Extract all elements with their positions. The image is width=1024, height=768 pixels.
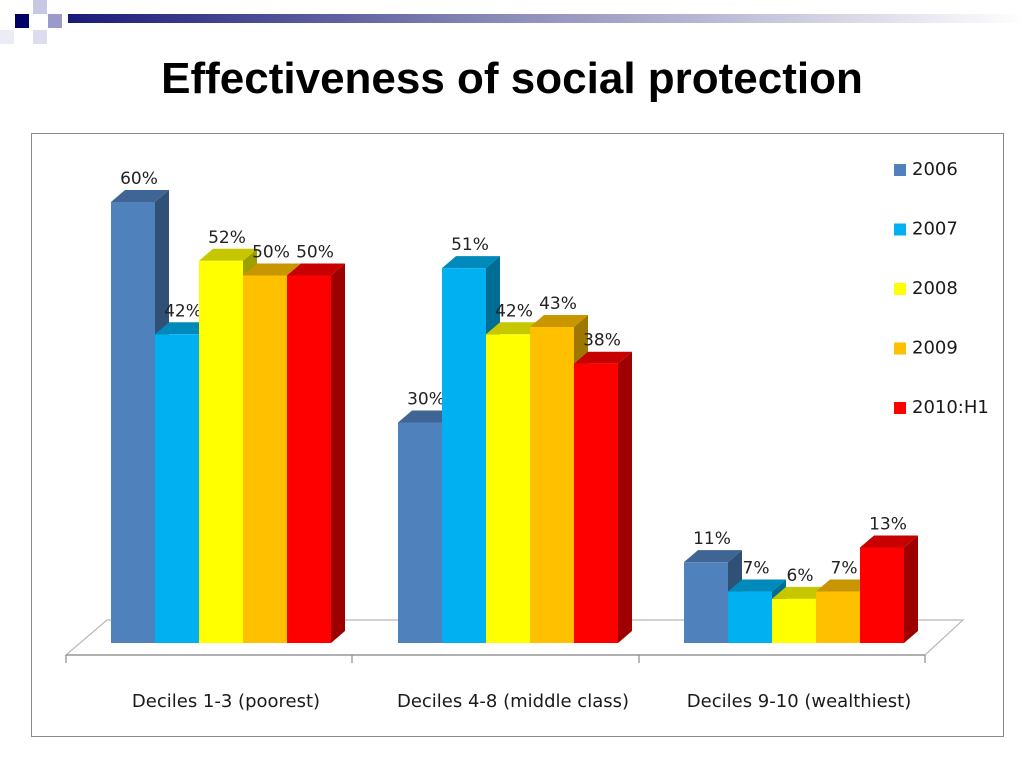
bar-0-2006: [111, 202, 155, 643]
legend-swatch-2009: [894, 342, 906, 355]
legend-label-2008: 2008: [912, 278, 958, 299]
bar-0-2010-h1: [287, 275, 331, 643]
banner-square-dark: [15, 14, 29, 28]
bar-top-2-2009: [816, 579, 874, 592]
data-label-0-2007: 42%: [164, 301, 202, 321]
data-label-1-2010-h1: 38%: [583, 331, 621, 351]
data-label-1-2006: 30%: [407, 390, 445, 410]
legend-label-2010-h1: 2010:H1: [912, 397, 989, 418]
bar-chart: 60% 42% 52% 50% 50% Deciles 1-3 (poorest) 30% 5…: [64, 159, 989, 712]
legend-swatch-2010-h1: [894, 402, 906, 414]
category-label-1: Deciles 4-8 (middle class): [397, 691, 629, 712]
data-label-0-2010-h1: 50%: [296, 243, 334, 263]
bar-top-0-2006: [111, 190, 169, 202]
data-label-2-2009: 7%: [831, 559, 858, 579]
bar-top-2-2010-h1: [860, 535, 918, 548]
category-label-0: Deciles 1-3 (poorest): [132, 691, 320, 712]
bar-side-0-2010-h1: [331, 263, 345, 643]
bar-top-1-2007: [442, 256, 500, 269]
legend-label-2006: 2006: [912, 159, 958, 180]
header-banner: [0, 0, 1024, 44]
legend-swatch-2008: [894, 283, 906, 295]
banner-gradient-strip: [68, 14, 1024, 23]
banner-square-mid: [48, 14, 62, 28]
bar-1-2009: [530, 326, 574, 643]
bar-top-1-2008: [486, 322, 544, 335]
data-label-0-2006: 60%: [120, 169, 158, 189]
data-label-2-2010-h1: 13%: [869, 514, 907, 534]
bar-1-2007: [442, 268, 486, 643]
bar-top-2-2008: [772, 586, 830, 599]
legend-label-2007: 2007: [912, 219, 958, 240]
bar-side-1-2010-h1: [618, 351, 632, 643]
bar-2-2006: [684, 562, 728, 643]
slide-title: Effectiveness of social protection: [161, 54, 863, 103]
bar-top-1-2006: [398, 410, 456, 423]
bar-top-2-2006: [684, 550, 742, 563]
bar-2-2008: [772, 598, 816, 643]
data-label-0-2009: 50%: [252, 243, 290, 263]
data-label-1-2008: 42%: [495, 301, 533, 321]
bar-top-0-2009: [243, 263, 301, 276]
bar-2-2010-h1: [860, 547, 904, 643]
banner-square-light: [33, 0, 47, 14]
data-label-2-2008: 6%: [787, 566, 814, 586]
bar-top-0-2007: [155, 322, 213, 335]
bar-0-2007: [155, 334, 199, 643]
data-label-1-2009: 43%: [539, 294, 577, 314]
data-label-2-2006: 11%: [693, 529, 731, 549]
legend-swatch-2007: [894, 223, 906, 236]
bar-top-1-2009: [530, 314, 588, 327]
bar-0-2009: [243, 275, 287, 643]
bar-1-2010-h1: [574, 363, 618, 643]
bar-side-2-2010-h1: [904, 535, 918, 643]
banner-square-pale: [33, 30, 47, 44]
data-label-1-2007: 51%: [451, 235, 489, 255]
bar-2-2007: [728, 591, 772, 643]
legend-swatch-2006: [894, 164, 906, 176]
chart-frame: 60% 42% 52% 50% 50% Deciles 1-3 (poorest) 30% 5…: [31, 133, 1004, 737]
data-label-2-2007: 7%: [743, 559, 770, 579]
bar-1-2006: [398, 422, 442, 643]
bar-2-2009: [816, 591, 860, 643]
bar-top-2-2007: [728, 579, 786, 592]
banner-square-faint: [0, 30, 14, 44]
bar-top-0-2010-h1: [287, 263, 345, 276]
bar-0-2008: [199, 260, 243, 643]
bar-top-0-2008: [199, 248, 257, 261]
bar-top-1-2010-h1: [574, 351, 632, 364]
category-label-2: Deciles 9-10 (wealthiest): [687, 691, 911, 712]
legend-label-2009: 2009: [912, 338, 958, 359]
data-label-0-2008: 52%: [208, 228, 246, 248]
bar-1-2008: [486, 334, 530, 643]
